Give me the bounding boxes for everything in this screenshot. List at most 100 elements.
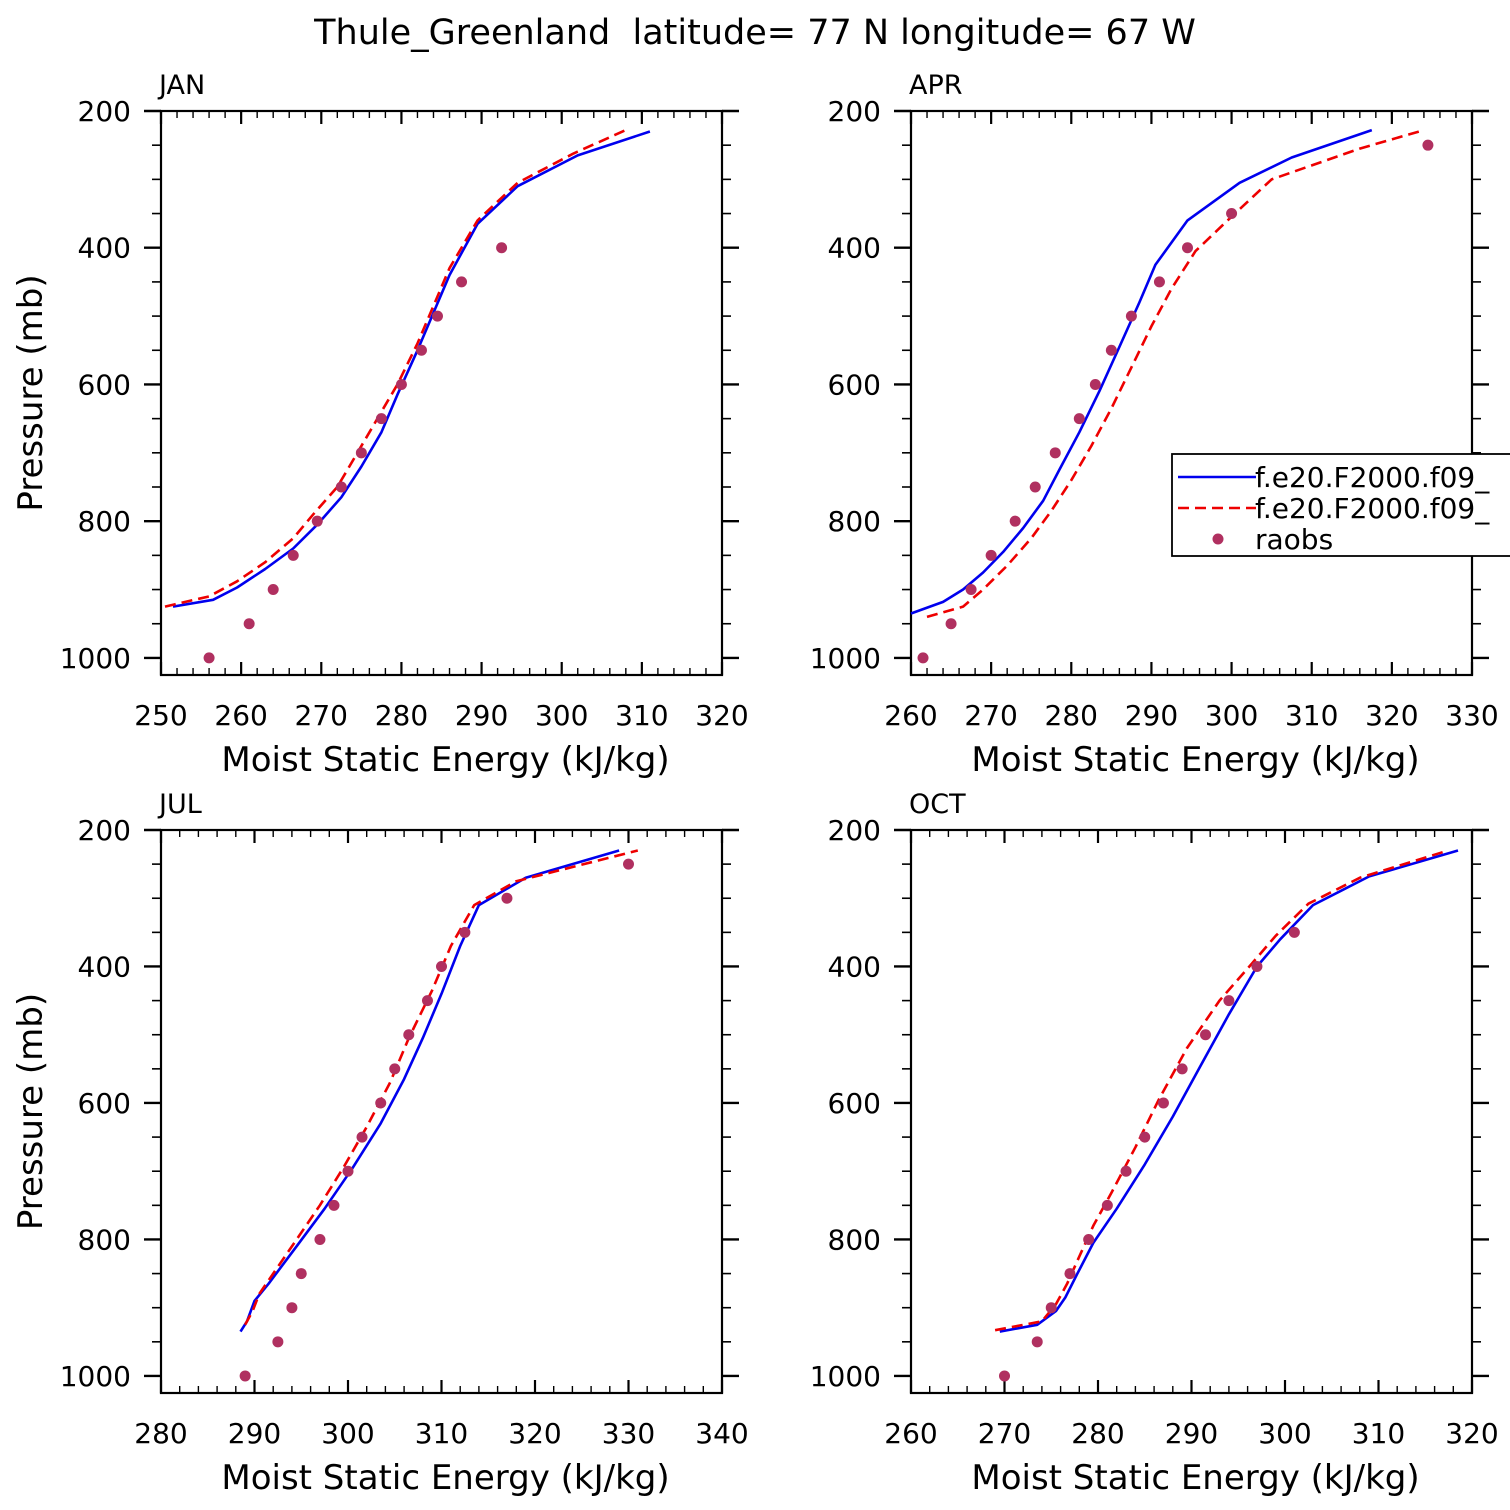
x-tick-label: 330 <box>602 1417 655 1450</box>
x-tick-label: 320 <box>1445 1417 1498 1450</box>
y-tick-label: 1000 <box>60 642 131 675</box>
plot-frame <box>159 828 724 1395</box>
series-line-dashed <box>926 128 1425 619</box>
x-tick-label: 290 <box>455 699 508 732</box>
x-tick-label: 280 <box>1045 699 1098 732</box>
x-tick-label: 260 <box>884 699 937 732</box>
raobs-point <box>1029 481 1041 493</box>
x-tick-label: 310 <box>1352 1417 1405 1450</box>
y-tick-label: 200 <box>828 814 881 847</box>
raobs-point <box>1089 378 1101 390</box>
x-axis-label: Moist Static Energy (kJ/kg) <box>221 740 669 780</box>
y-tick-label: 600 <box>828 1087 881 1120</box>
y-tick-label: 600 <box>828 368 881 401</box>
x-tick-label: 320 <box>508 1417 561 1450</box>
x-axis-label: Moist Static Energy (kJ/kg) <box>971 740 1419 780</box>
raobs-point <box>272 1336 284 1348</box>
x-axis-label: Moist Static Energy (kJ/kg) <box>221 1458 669 1498</box>
series-line-dashed <box>994 850 1445 1332</box>
panel-oct: 260 270 280 290 300 310 320 200 400 600 800 1000 OCT… <box>810 789 1499 1498</box>
raobs-point <box>342 1165 354 1177</box>
y-tick-label: 800 <box>78 505 131 538</box>
panel-label: JAN <box>157 70 205 101</box>
series-line-solid <box>910 128 1373 615</box>
plot-frame <box>909 109 1474 677</box>
series-line-dashed <box>164 128 627 608</box>
x-tick-label: 310 <box>615 699 668 732</box>
raobs-point <box>1073 413 1085 425</box>
x-tick-label: 320 <box>1365 699 1418 732</box>
x-tick-label: 260 <box>214 699 267 732</box>
raobs-point <box>328 1199 340 1211</box>
y-tick-label: 800 <box>828 505 881 538</box>
raobs-point <box>456 276 468 288</box>
y-tick-label: 200 <box>828 95 881 128</box>
x-tick-label: 300 <box>321 1417 374 1450</box>
x-tick-label: 260 <box>884 1417 937 1450</box>
legend-marker-raobs <box>1212 533 1224 545</box>
x-tick-label: 280 <box>134 1417 187 1450</box>
panel-jul: 280 290 300 310 320 330 340 200 400 600 800 1000 JUL… <box>11 789 749 1498</box>
x-tick-label: 330 <box>1445 699 1498 732</box>
raobs-point <box>459 926 471 938</box>
raobs-point <box>1153 276 1165 288</box>
raobs-point <box>243 618 255 630</box>
y-tick-label: 800 <box>78 1223 131 1256</box>
raobs-point <box>403 1029 415 1041</box>
legend-label: f.e20.F2000.f09_ <box>1255 461 1490 494</box>
raobs-point <box>203 652 215 664</box>
raobs-point <box>945 618 957 630</box>
raobs-point <box>375 413 387 425</box>
raobs-point <box>1125 310 1137 322</box>
raobs-point <box>496 242 508 254</box>
y-tick-label: 400 <box>78 950 131 983</box>
x-tick-label: 300 <box>1205 699 1258 732</box>
raobs-point <box>999 1370 1010 1382</box>
raobs-point <box>985 549 997 561</box>
raobs-point <box>355 447 367 459</box>
y-tick-label: 600 <box>78 1087 131 1120</box>
y-tick-label: 400 <box>828 950 881 983</box>
legend-label: raobs <box>1255 523 1333 556</box>
raobs-point <box>1049 447 1061 459</box>
panel-label: APR <box>909 70 963 101</box>
panel-apr: 260 270 280 290 300 310 320 330 200 400 600 800 1000… <box>810 70 1499 780</box>
figure-title: Thule_Greenland latitude= 77 N longitude… <box>313 13 1196 53</box>
x-tick-label: 270 <box>964 699 1017 732</box>
series-line-solid <box>239 849 620 1333</box>
legend-label: f.e20.F2000.f09_ <box>1255 492 1490 525</box>
y-tick-label: 600 <box>78 368 131 401</box>
x-tick-label: 290 <box>228 1417 281 1450</box>
raobs-point <box>917 652 929 664</box>
raobs-point <box>623 858 634 870</box>
y-tick-label: 400 <box>828 232 881 265</box>
x-tick-label: 300 <box>535 699 588 732</box>
series-line-solid <box>172 130 651 608</box>
raobs-point <box>1223 995 1235 1007</box>
panel-label: OCT <box>909 789 966 820</box>
x-tick-label: 340 <box>695 1417 748 1450</box>
y-tick-label: 800 <box>828 1223 881 1256</box>
series-line-solid <box>999 849 1459 1333</box>
x-tick-label: 280 <box>375 699 428 732</box>
raobs-point <box>1009 515 1021 527</box>
raobs-point <box>501 892 513 904</box>
raobs-point <box>421 995 433 1007</box>
raobs-point <box>1176 1063 1188 1075</box>
raobs-point <box>1083 1233 1095 1245</box>
x-tick-label: 290 <box>1125 699 1178 732</box>
raobs-point <box>1031 1336 1043 1348</box>
x-tick-label: 250 <box>134 699 187 732</box>
panels: 250 260 270 280 290 300 310 320 200 400 600 800 1000… <box>11 70 1510 1498</box>
x-axis-label: Moist Static Energy (kJ/kg) <box>971 1458 1419 1498</box>
raobs-point <box>267 584 279 596</box>
raobs-point <box>1251 960 1263 972</box>
raobs-point <box>1288 926 1300 938</box>
series-line-dashed <box>243 849 639 1326</box>
raobs-point <box>965 584 977 596</box>
raobs-point <box>1200 1029 1212 1041</box>
legend: f.e20.F2000.f09_f.e20.F2000.f09_raobs <box>1171 453 1510 557</box>
raobs-point <box>1101 1199 1113 1211</box>
raobs-point <box>314 1233 326 1245</box>
x-tick-label: 290 <box>1165 1417 1218 1450</box>
